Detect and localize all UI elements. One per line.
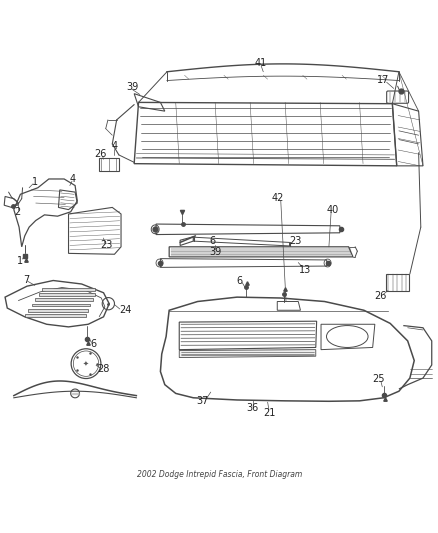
Text: 28: 28	[97, 365, 110, 374]
Text: 6: 6	[209, 236, 215, 246]
Text: 40: 40	[325, 205, 338, 215]
Polygon shape	[32, 304, 90, 306]
Polygon shape	[28, 309, 88, 312]
Text: 24: 24	[119, 305, 131, 315]
Text: 4: 4	[111, 141, 117, 151]
Text: 23: 23	[288, 236, 301, 246]
Text: 26: 26	[94, 149, 106, 159]
Text: 17: 17	[377, 75, 389, 85]
Bar	[385, 274, 408, 290]
Text: 6: 6	[236, 276, 242, 286]
Text: 41: 41	[254, 58, 267, 68]
Text: 6: 6	[91, 339, 97, 349]
Polygon shape	[180, 237, 193, 246]
FancyBboxPatch shape	[386, 91, 408, 103]
Polygon shape	[179, 350, 315, 358]
Polygon shape	[42, 288, 95, 290]
Text: 23: 23	[100, 240, 113, 251]
Text: 37: 37	[196, 396, 208, 406]
Text: 26: 26	[373, 291, 385, 301]
Text: 42: 42	[271, 193, 284, 203]
Text: 39: 39	[208, 247, 221, 256]
Text: 13: 13	[298, 264, 310, 274]
Text: 1: 1	[17, 256, 23, 266]
Text: 21: 21	[263, 408, 276, 418]
Text: 36: 36	[246, 403, 258, 413]
Polygon shape	[35, 298, 92, 301]
Text: 4: 4	[70, 174, 76, 184]
Text: 2: 2	[14, 207, 21, 217]
Text: ✦: ✦	[83, 361, 89, 367]
Text: 1: 1	[32, 177, 38, 187]
Text: 25: 25	[372, 374, 384, 384]
Polygon shape	[39, 293, 95, 296]
Text: 7: 7	[23, 274, 29, 285]
Bar	[99, 158, 119, 171]
Text: 39: 39	[126, 82, 138, 92]
Polygon shape	[25, 314, 86, 317]
Text: 2002 Dodge Intrepid Fascia, Front Diagram: 2002 Dodge Intrepid Fascia, Front Diagra…	[137, 470, 301, 479]
